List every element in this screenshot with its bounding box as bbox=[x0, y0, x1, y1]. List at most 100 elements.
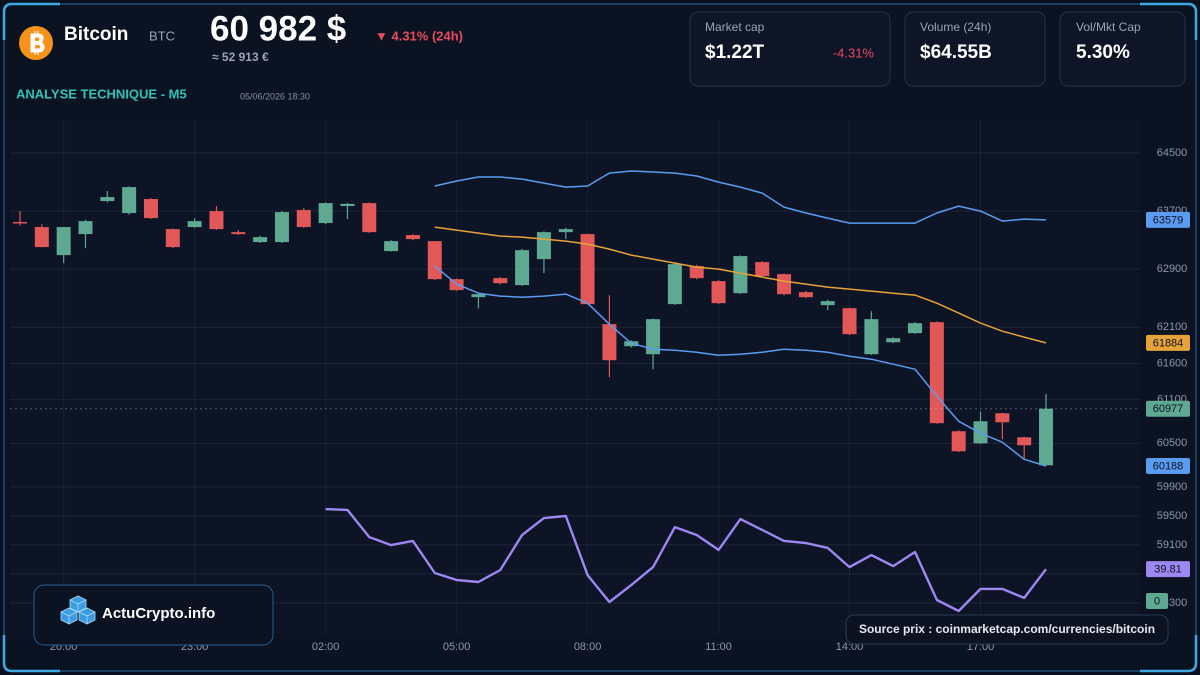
candle-body bbox=[253, 237, 268, 243]
card-value: 5.30% bbox=[1076, 42, 1130, 63]
candle-body bbox=[929, 322, 944, 424]
rsi-line bbox=[325, 507, 1047, 613]
band-line bbox=[434, 226, 1047, 344]
candle-body bbox=[122, 187, 137, 214]
x-tick-label: 02:00 bbox=[312, 641, 340, 653]
subtitle: ANALYSE TECHNIQUE - M5 bbox=[16, 86, 187, 101]
y-tick-label: 64500 bbox=[1157, 147, 1188, 159]
candle-body bbox=[886, 338, 901, 343]
candle-body bbox=[13, 221, 27, 224]
card bbox=[689, 11, 891, 87]
candle-body bbox=[777, 274, 792, 295]
source: Source prix : coinmarketcap.com/currenci… bbox=[859, 622, 1155, 636]
grid bbox=[10, 120, 1140, 634]
candle-body bbox=[318, 203, 333, 224]
datetime: 05/06/2026 18:30 bbox=[240, 91, 310, 101]
candle-body bbox=[362, 203, 377, 233]
value-label: 0 bbox=[1154, 595, 1160, 607]
card-label: Volume (24h) bbox=[920, 20, 991, 34]
candle-body bbox=[1039, 408, 1054, 466]
candle-body bbox=[580, 234, 595, 305]
card-label: Market cap bbox=[705, 20, 765, 34]
y-tick-label: 59500 bbox=[1157, 510, 1188, 522]
candle-body bbox=[515, 250, 530, 286]
candle-body bbox=[908, 323, 923, 334]
candle-body bbox=[820, 301, 835, 306]
value-tag bbox=[1146, 561, 1190, 578]
card-value: $64.55B bbox=[920, 42, 992, 63]
value-label: 39.81 bbox=[1154, 564, 1182, 576]
candle-body bbox=[602, 324, 617, 361]
price: 60 982 $ bbox=[210, 9, 346, 48]
y-tick-label: 62900 bbox=[1157, 263, 1188, 275]
brand-icon bbox=[60, 595, 96, 625]
candle-body bbox=[187, 221, 202, 228]
candle-body bbox=[558, 229, 573, 233]
candle-body bbox=[973, 421, 988, 444]
candle-body bbox=[667, 264, 682, 305]
candle-body bbox=[493, 278, 508, 284]
plot bbox=[10, 170, 1140, 613]
plot-area bbox=[10, 120, 1140, 634]
x-tick-label: 11:00 bbox=[705, 641, 732, 653]
candle-body bbox=[296, 210, 311, 228]
y-tick-label: 59100 bbox=[1157, 539, 1188, 551]
y-tick-label: 62100 bbox=[1157, 321, 1188, 333]
value-tag bbox=[1146, 457, 1190, 474]
card bbox=[904, 11, 1046, 87]
band-line bbox=[434, 170, 1047, 224]
brand-box bbox=[33, 584, 274, 646]
candle-body bbox=[1017, 437, 1032, 446]
card bbox=[1059, 11, 1186, 87]
source-box bbox=[845, 614, 1169, 645]
band-line bbox=[434, 265, 1047, 467]
candle-body bbox=[340, 203, 355, 207]
candle-body bbox=[864, 319, 879, 355]
x-tick-label: 08:00 bbox=[574, 641, 602, 653]
candle-body bbox=[755, 262, 770, 277]
candle-body bbox=[405, 235, 420, 240]
x-tick-label: 05:00 bbox=[443, 641, 471, 653]
candle-body bbox=[951, 431, 966, 452]
candle-body bbox=[384, 241, 399, 252]
candle-body bbox=[165, 229, 180, 248]
y-tick-label: 59900 bbox=[1157, 481, 1188, 493]
value-label: 60977 bbox=[1153, 403, 1184, 415]
y-tick-label: 60500 bbox=[1157, 437, 1188, 449]
coin-symbol: BTC bbox=[149, 28, 175, 43]
value-tag bbox=[1146, 593, 1168, 609]
candle-body bbox=[646, 319, 661, 355]
candle-body bbox=[711, 281, 726, 304]
card-change: -4.31% bbox=[833, 45, 875, 60]
candle-body bbox=[143, 199, 158, 219]
card-value: $1.22T bbox=[705, 42, 765, 63]
card-label: Vol/Mkt Cap bbox=[1076, 20, 1141, 34]
candle-body bbox=[34, 227, 49, 248]
candle-body bbox=[471, 294, 486, 298]
candle-body bbox=[536, 232, 551, 260]
candle-body bbox=[56, 227, 71, 256]
price-eur: ≈ 52 913 € bbox=[212, 50, 269, 64]
value-tag bbox=[1146, 400, 1190, 417]
price-change: ▼ 4.31% (24h) bbox=[375, 28, 463, 43]
value-tag bbox=[1146, 211, 1190, 228]
candle-body bbox=[427, 241, 442, 280]
price-labels: 63579 61884 60188 39.81 60977 0 bbox=[1146, 211, 1190, 609]
candle-body bbox=[733, 256, 748, 294]
brand-name: ActuCrypto.info bbox=[102, 605, 215, 622]
candle-body bbox=[274, 212, 289, 243]
value-tag bbox=[1146, 334, 1190, 351]
value-label: 60188 bbox=[1153, 460, 1184, 472]
candle-body bbox=[231, 232, 246, 235]
candle-body bbox=[689, 266, 704, 279]
value-label: 63579 bbox=[1153, 214, 1184, 226]
coin-glyph bbox=[30, 31, 45, 55]
coin-name: Bitcoin bbox=[64, 24, 128, 45]
candle-body bbox=[995, 413, 1010, 423]
candle-body bbox=[100, 197, 115, 202]
candle-body bbox=[842, 308, 857, 335]
value-label: 61884 bbox=[1153, 337, 1184, 349]
